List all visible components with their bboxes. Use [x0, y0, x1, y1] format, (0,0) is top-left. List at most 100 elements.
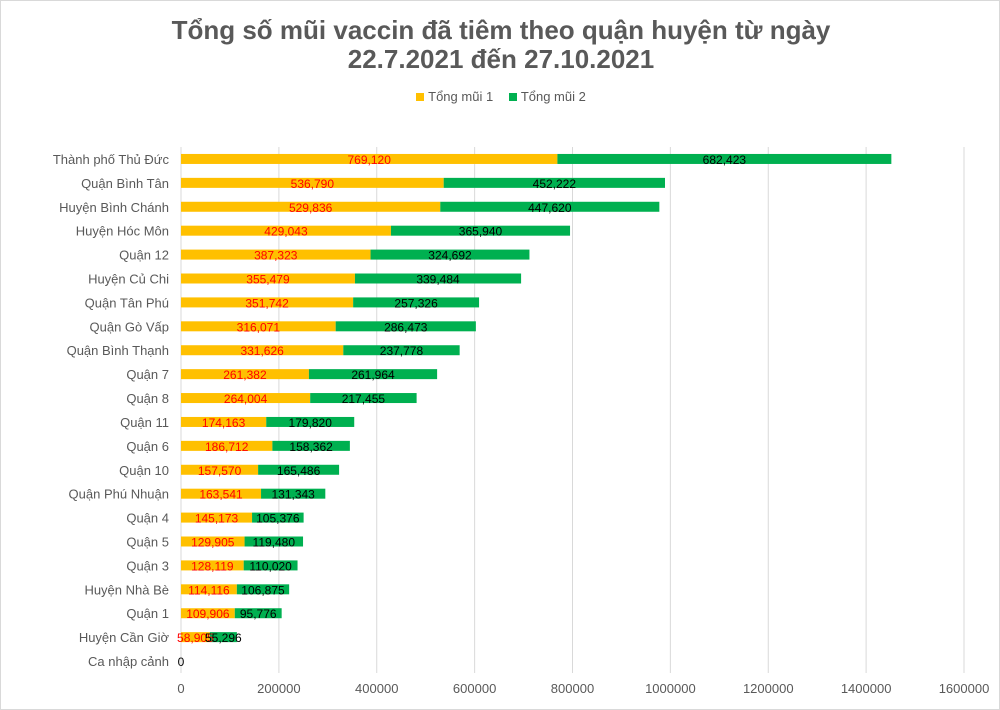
bar-segment-1	[181, 249, 371, 260]
x-tick-label: 1000000	[645, 681, 696, 696]
bar-segment-1	[181, 416, 267, 427]
data-label-mui-2: 365,940	[459, 225, 503, 239]
x-tick-label: 1600000	[939, 681, 990, 696]
data-label-mui-1: 429,043	[264, 225, 308, 239]
category-label: Quận Tân Phú	[85, 295, 169, 310]
x-tick-label: 200000	[257, 681, 300, 696]
data-label-mui-2: 452,222	[533, 177, 577, 191]
chart-title-line-2: 22.7.2021 đến 27.10.2021	[347, 44, 655, 74]
bar-segment-1	[181, 608, 235, 619]
bar-segment-2	[244, 536, 304, 547]
data-label-mui-1: 529,836	[289, 201, 333, 215]
category-label: Quận 8	[126, 391, 169, 406]
category-label: Huyện Nhà Bè	[84, 582, 169, 597]
legend-swatch-mui-1	[416, 93, 425, 101]
bar-segment-1	[181, 560, 244, 571]
x-tick-label: 1400000	[841, 681, 892, 696]
x-tick-label: 800000	[551, 681, 594, 696]
bar-segment-2	[354, 273, 522, 284]
category-label: Quận 4	[126, 511, 169, 526]
bar-segment-1	[181, 512, 253, 523]
bar-segment-1	[181, 632, 210, 643]
data-label-mui-2: 257,326	[394, 296, 438, 310]
data-label-mui-1: 163,541	[199, 488, 243, 502]
data-label-mui-2: 286,473	[384, 320, 428, 334]
bar-segment-2	[390, 225, 571, 236]
legend-swatch-mui-2	[508, 93, 517, 101]
data-label-mui-2: 110,020	[249, 559, 292, 573]
chart-title-line-1: Tổng số mũi vaccin đã tiêm theo quận huy…	[171, 15, 831, 45]
bar-segment-2	[243, 560, 298, 571]
category-label: Quận 3	[126, 558, 169, 573]
data-label-mui-1: 261,382	[223, 368, 267, 382]
data-label-mui-1: 157,570	[198, 464, 242, 478]
category-label: Huyện Hóc Môn	[76, 224, 169, 239]
bar-segment-1	[181, 273, 355, 284]
x-tick-label: 1200000	[743, 681, 794, 696]
bar-segment-1	[181, 297, 354, 308]
data-label-mui-1: 128,119	[191, 559, 234, 573]
bar-segment-2	[234, 608, 282, 619]
bar-segment-2	[370, 249, 530, 260]
category-label: Quận 12	[119, 248, 169, 263]
data-label-mui-1: 129,905	[191, 536, 235, 550]
category-label: Thành phố Thủ Đức	[53, 152, 170, 167]
data-label-mui-1: 109,906	[186, 607, 230, 621]
bar-segment-2	[353, 297, 480, 308]
data-label-mui-1: 174,163	[202, 416, 246, 430]
bar-segment-1	[181, 201, 441, 212]
bar-segment-2	[266, 416, 355, 427]
category-label: Huyện Cần Giờ	[79, 630, 170, 645]
bar-segment-2	[557, 153, 892, 164]
data-label-mui-1: 536,790	[291, 177, 335, 191]
data-label-mui-1: 264,004	[224, 392, 268, 406]
bar-segment-1	[181, 440, 273, 451]
data-label-mui-1: 316,071	[237, 320, 281, 334]
legend: Tổng mũi 1 Tổng mũi 2	[1, 89, 999, 104]
data-label-mui-1: 114,116	[188, 583, 230, 597]
data-label-mui-2: 131,343	[271, 488, 315, 502]
data-label-mui-1: 387,323	[254, 249, 298, 263]
bar-segment-1	[181, 321, 336, 332]
category-label: Quận Gò Vấp	[90, 319, 170, 334]
bar-segment-1	[181, 177, 444, 188]
x-tick-label: 400000	[355, 681, 398, 696]
bar-segment-1	[181, 225, 391, 236]
data-label-mui-2: 339,484	[416, 273, 460, 287]
category-label: Quận Phú Nhuận	[69, 487, 169, 502]
legend-item-mui-2: Tổng mũi 2	[508, 89, 586, 104]
category-label: Huyện Bình Chánh	[59, 200, 169, 215]
data-label-mui-2: 106,875	[241, 583, 285, 597]
bar-segment-2	[335, 321, 476, 332]
data-label-mui-1: 331,626	[240, 344, 284, 358]
bar-segment-1	[181, 369, 309, 380]
data-label-mui-1: 351,742	[245, 296, 289, 310]
bar-segment-2	[443, 177, 665, 188]
category-label: Quận Bình Thạnh	[67, 343, 169, 358]
data-label-mui-1: 58,905	[177, 631, 214, 645]
data-label-mui-2: 95,776	[240, 607, 277, 621]
bar-segment-2	[343, 345, 460, 356]
data-label-mui-2: 217,455	[342, 392, 386, 406]
bar-segment-2	[236, 584, 290, 595]
x-tick-label: 600000	[453, 681, 496, 696]
data-label-mui-2: 261,964	[351, 368, 395, 382]
data-label-mui-2: 165,486	[277, 464, 321, 478]
bar-segment-2	[258, 464, 340, 475]
x-tick-label: 0	[177, 681, 184, 696]
bar-segment-1	[181, 153, 558, 164]
bar-segment-1	[181, 536, 245, 547]
bar-segment-1	[181, 464, 259, 475]
category-label: Quận 7	[126, 367, 169, 382]
data-label-mui-2: 105,376	[256, 512, 300, 526]
bar-segment-2	[272, 440, 350, 451]
data-label-mui-2: 682,423	[703, 153, 747, 167]
category-label: Quận 10	[119, 463, 169, 478]
data-label-mui-2: 179,820	[289, 416, 333, 430]
bar-segment-2	[252, 512, 304, 523]
data-label-mui-2: 237,778	[380, 344, 424, 358]
legend-label-mui-1: Tổng mũi 1	[428, 89, 494, 104]
bar-segment-2	[310, 393, 417, 404]
